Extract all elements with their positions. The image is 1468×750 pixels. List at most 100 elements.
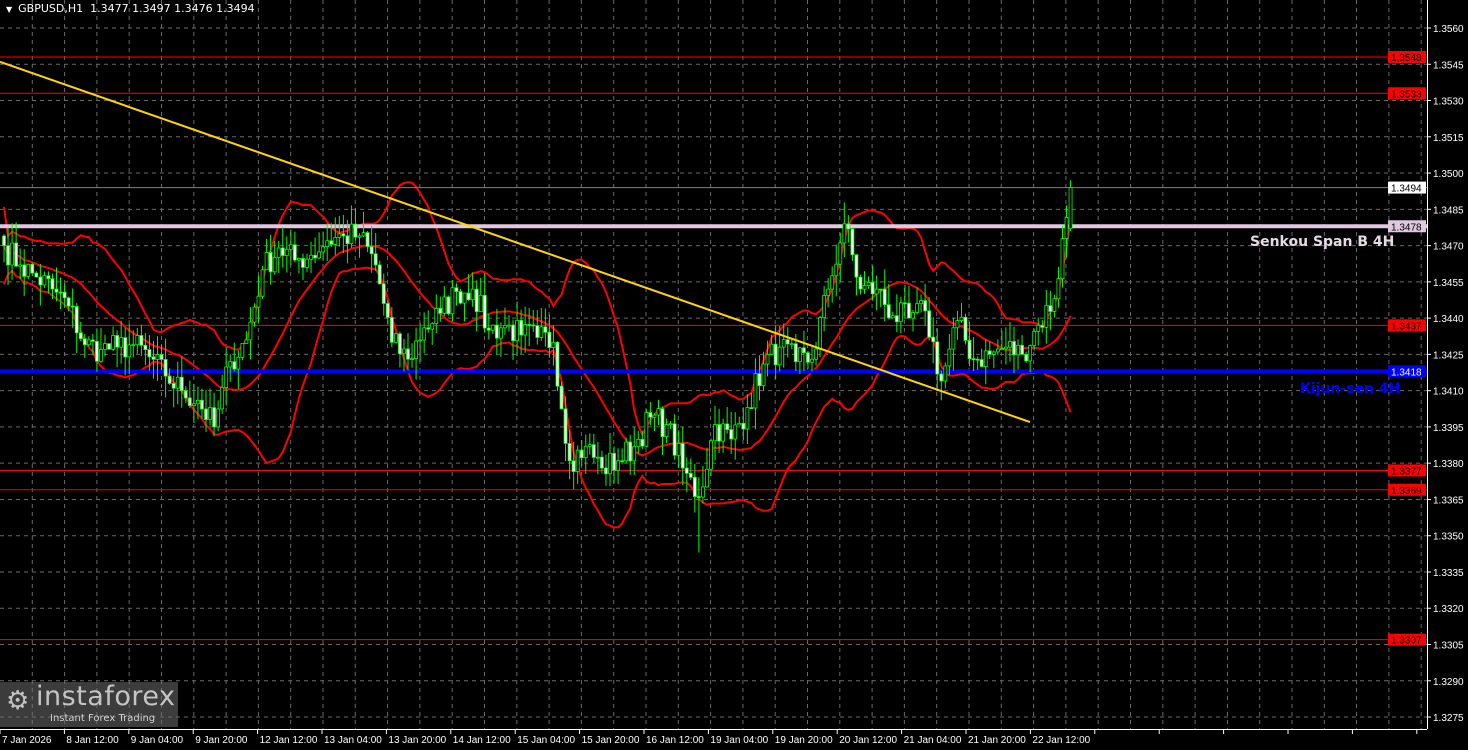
candle-body	[616, 460, 620, 471]
level-label-box	[1388, 220, 1426, 233]
candle-body	[955, 320, 960, 329]
candle-body	[1060, 238, 1065, 280]
candle-body	[975, 358, 980, 361]
candle-body	[1048, 305, 1053, 312]
candle-body	[115, 335, 120, 348]
time-tick-label: 15 Jan 04:00	[517, 735, 575, 746]
candles	[2, 180, 1073, 553]
candle-body	[636, 438, 641, 447]
candle-body	[757, 373, 762, 387]
senkou-span-b-annotation: Senkou Span B 4H	[1250, 234, 1395, 250]
candle-body	[503, 324, 507, 329]
candle-body	[923, 300, 928, 312]
candle-body	[866, 281, 871, 286]
dropdown-triangle-icon[interactable]: ▼	[6, 5, 13, 14]
candle-body	[680, 443, 685, 469]
candle-body	[34, 272, 39, 278]
candle-body	[668, 423, 673, 426]
candle-body	[886, 304, 891, 319]
candle-body	[878, 288, 883, 291]
candle-body	[591, 444, 596, 458]
candle-body	[531, 324, 536, 327]
price-tick-label: 1.3290	[1433, 677, 1464, 688]
time-tick-label: 12 Jan 12:00	[260, 735, 318, 746]
candle-body	[494, 324, 499, 339]
candle-body	[305, 258, 309, 268]
candle-body	[608, 452, 612, 475]
candle-body	[50, 278, 55, 290]
candle-body	[551, 341, 556, 349]
candle-body	[983, 350, 988, 367]
candle-body	[789, 343, 794, 346]
candle-body	[507, 324, 511, 327]
candle-body	[745, 407, 750, 430]
candle-body	[842, 223, 847, 244]
candle-body	[216, 408, 221, 428]
price-tick-label: 1.3380	[1433, 459, 1464, 470]
candle-body	[406, 348, 410, 360]
candle-body	[890, 315, 895, 319]
candle-body	[1068, 187, 1073, 230]
candle-body	[579, 449, 584, 459]
candle-body	[749, 407, 754, 409]
trendline[interactable]	[0, 60, 1031, 424]
price-tick-label: 1.3410	[1433, 387, 1464, 398]
candle-body	[466, 292, 471, 301]
candle-body	[264, 252, 269, 271]
candle-body	[410, 358, 414, 360]
candle-body	[571, 460, 576, 473]
candle-body	[240, 343, 245, 358]
candle-body	[26, 263, 31, 277]
time-tick-label: 16 Jan 12:00	[646, 735, 704, 746]
level-label: 1.3418	[1391, 367, 1422, 378]
price-tick-label: 1.3545	[1433, 60, 1464, 71]
instaforex-logo: ⚙ instaforex Instant Forex Trading	[0, 682, 178, 727]
level-label-box	[1388, 633, 1426, 646]
candle-body	[684, 467, 689, 474]
candle-body	[361, 232, 366, 237]
candle-body	[555, 341, 560, 387]
candle-body	[499, 327, 503, 339]
candle-body	[1020, 344, 1024, 355]
candle-body	[70, 305, 75, 308]
candle-body	[18, 264, 23, 267]
price-tick-label: 1.3425	[1433, 350, 1464, 361]
candle-body	[785, 339, 790, 345]
candle-body	[773, 343, 778, 366]
candle-body	[86, 339, 91, 346]
price-tick-label: 1.3515	[1433, 133, 1464, 144]
candle-body	[991, 351, 996, 355]
candle-body	[345, 235, 350, 245]
candle-body	[159, 354, 164, 360]
candle-body	[236, 356, 241, 370]
level-label-box	[1388, 87, 1426, 100]
time-tick-label: 21 Jan 20:00	[968, 735, 1026, 746]
candle-body	[753, 373, 758, 409]
candle-body	[22, 264, 27, 277]
candle-body	[341, 233, 346, 237]
candle-body	[292, 244, 297, 261]
candle-body	[1040, 324, 1045, 328]
candle-body	[179, 376, 184, 392]
candle-body	[688, 472, 693, 478]
candle-body	[10, 242, 14, 266]
candle-body	[204, 408, 208, 420]
candle-body	[30, 263, 35, 274]
price-tick-label: 1.3470	[1433, 242, 1464, 253]
candle-body	[963, 316, 968, 341]
candle-body	[66, 297, 71, 307]
candle-body	[462, 292, 467, 304]
candle-body	[769, 343, 774, 355]
candle-body	[58, 291, 63, 294]
downtrend-line[interactable]	[0, 60, 1031, 424]
candle-body	[648, 412, 653, 418]
candle-body	[818, 317, 822, 350]
candle-body	[971, 358, 976, 361]
candle-body	[268, 252, 273, 273]
candle-body	[99, 349, 103, 362]
candle-body	[737, 422, 742, 426]
candle-body	[228, 361, 233, 368]
candle-body	[357, 235, 362, 238]
candle-body	[151, 356, 156, 360]
